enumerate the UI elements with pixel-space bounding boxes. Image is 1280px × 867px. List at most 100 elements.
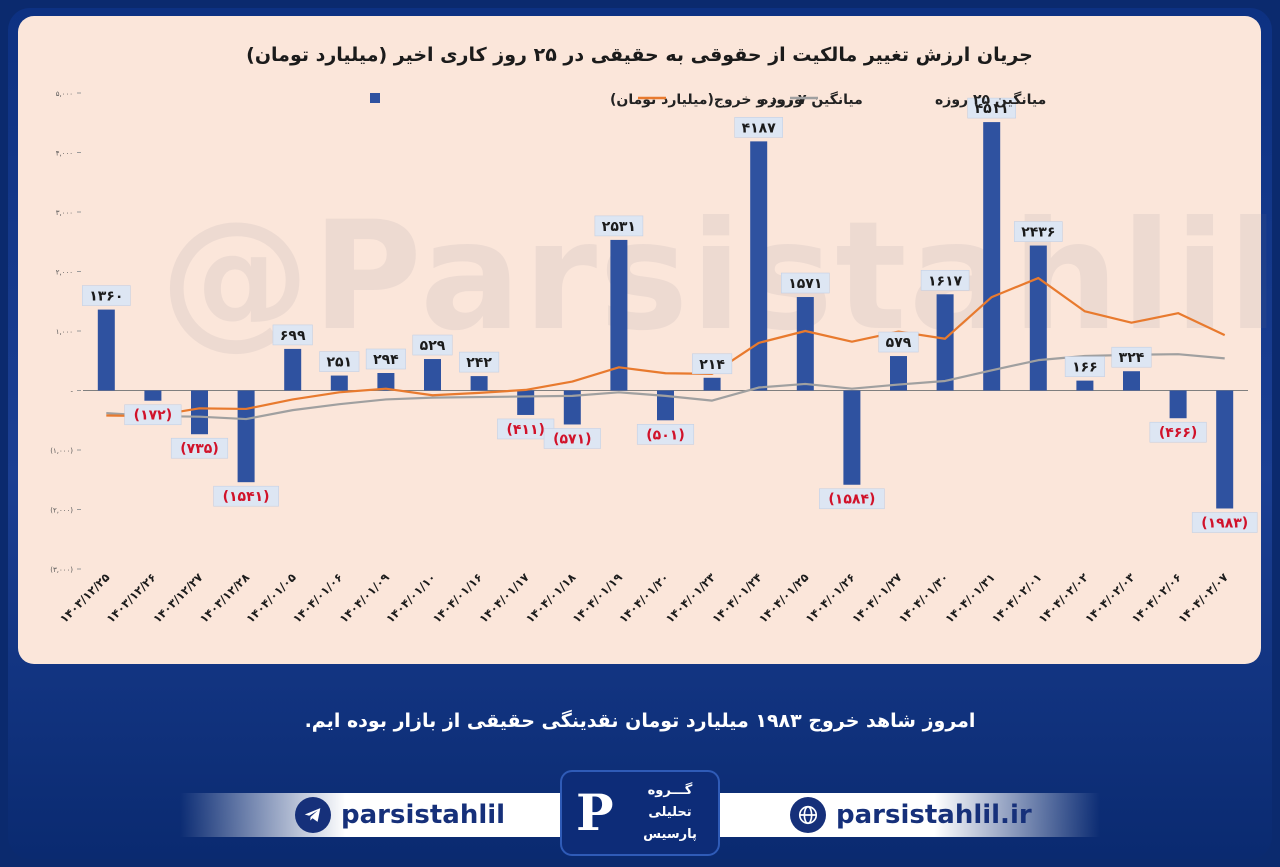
data-label: ۲۴۳۶ [1013,221,1063,242]
bar [563,390,581,425]
legend-item: میانگین ۷ روزه [638,91,863,108]
data-label-box [412,334,453,356]
legend-label: ورود و خروج(میلیارد تومان) [610,92,803,108]
data-label: ۲۱۴ [692,353,733,375]
data-label: ۱۳۶۰ [82,285,131,306]
y-tick-label: (۳,۰۰۰) [50,566,73,574]
data-label-box [365,348,406,370]
y-tick-label: ۵,۰۰۰ [56,90,73,98]
logo: P گـــروه تحلیلی پارسیس [560,770,720,856]
data-label-text: (۵۷۱) [553,431,591,447]
logo-line-2: تحلیلی [648,805,692,820]
data-label: ۲۴۲ [459,351,500,373]
data-label-box [594,215,644,237]
bar [610,239,628,391]
data-label: ۱۶۱۷ [920,269,970,291]
y-tick-label: (۱,۰۰۰) [50,447,73,455]
data-label-text: ۱۶۱۷ [928,273,963,289]
telegram-link[interactable]: parsistahlil [295,795,505,835]
data-label-text: ۲۴۳۶ [1021,225,1055,241]
data-label-text: ۲۵۱ [326,355,352,371]
data-label: (۵۷۱) [543,428,601,449]
ma25-line [106,353,1225,421]
data-label-box [878,331,919,353]
data-label: ۵۷۹ [878,331,919,353]
data-label-text: ۲۱۴ [699,357,725,373]
data-label-text: (۱۷۲) [134,408,172,424]
data-label: ۱۶۶ [1064,356,1105,377]
bar [983,122,1001,391]
data-label: ۵۲۹ [412,334,453,356]
data-label-text: ۳۲۴ [1119,350,1145,366]
data-label-text: (۱۵۴۱) [223,489,270,505]
data-label-text: ۲۵۳۱ [602,219,636,235]
y-tick-label: ۱,۰۰۰ [56,328,73,336]
data-label: (۱۹۸۳) [1191,512,1258,533]
logo-line-1: گـــروه [647,783,693,798]
data-label-box [459,351,500,373]
bar [1123,371,1140,391]
data-label-box [920,269,970,291]
data-label: ۴۵۱۱ [967,97,1017,119]
data-label-box [692,353,733,375]
website-url: parsistahlil.ir [836,800,1032,830]
data-label-text: (۱۹۸۳) [1201,515,1248,531]
chart-title: جریان ارزش تغییر مالکیت از حقوقی به حقیق… [246,44,1033,66]
bar [424,359,441,391]
data-label: (۱۵۴۱) [213,485,279,507]
bar [703,377,721,391]
bar [517,390,535,415]
y-tick-label: ۴,۰۰۰ [56,150,73,158]
bar [330,375,348,391]
data-label-text: ۲۹۴ [373,352,399,368]
data-label-text: (۴۱۱) [506,422,544,438]
data-label-text: (۷۳۵) [180,441,218,457]
data-label-text: ۱۳۶۰ [89,289,123,305]
bar [144,390,162,401]
x-tick-label: ۱۴۰۴/۰۲/۰۷ [1175,570,1231,626]
data-label-box [170,437,229,459]
data-label-box [272,324,313,346]
chart-panel [18,16,1261,664]
bar [1216,390,1234,509]
telegram-handle: parsistahlil [341,800,506,830]
legend-item: میانگین ۲۵ روزه [790,91,1046,108]
legend-item: ورود و خروج(میلیارد تومان) [370,92,803,108]
data-label: (۵۰۱) [636,424,695,445]
bar [377,373,395,391]
bar [657,390,674,421]
data-label-box [124,404,182,426]
data-label-text: ۴۵۱۱ [975,101,1009,117]
data-label-box [636,424,695,445]
data-label-text: (۴۶۶) [1159,425,1197,441]
data-label-box [967,97,1017,119]
data-label-box [319,351,360,372]
data-label-text: ۲۴۲ [466,355,492,371]
data-label-box [1111,346,1152,368]
bar [1029,245,1047,391]
y-tick-label: ۲,۰۰۰ [56,269,73,277]
data-label: (۷۳۵) [170,437,229,459]
y-tick-label: ۳,۰۰۰ [56,209,73,217]
website-link[interactable]: parsistahlil.ir [790,795,1032,835]
summary-caption: امروز شاهد خروج ۱۹۸۳ میلیارد تومان نقدین… [304,710,976,732]
legend-label: میانگین ۷ روزه [760,91,863,108]
bar [936,294,954,391]
data-label: (۴۱۱) [497,418,555,440]
bar [1169,390,1187,419]
bar [97,309,115,391]
bar [750,141,768,391]
data-label-box [1191,512,1258,533]
legend-swatch [370,93,380,103]
data-label-text: (۵۰۱) [646,427,684,443]
data-label: ۲۵۱ [319,351,360,372]
data-label-text: ۵۷۹ [886,335,912,351]
data-label-box [1013,221,1063,242]
data-label-box [543,428,601,449]
y-tick-label: (۲,۰۰۰) [50,507,73,515]
ma7-line [106,276,1226,418]
logo-line-3: پارسیس [643,827,697,842]
bar [843,390,861,485]
data-label-box [1149,421,1207,443]
